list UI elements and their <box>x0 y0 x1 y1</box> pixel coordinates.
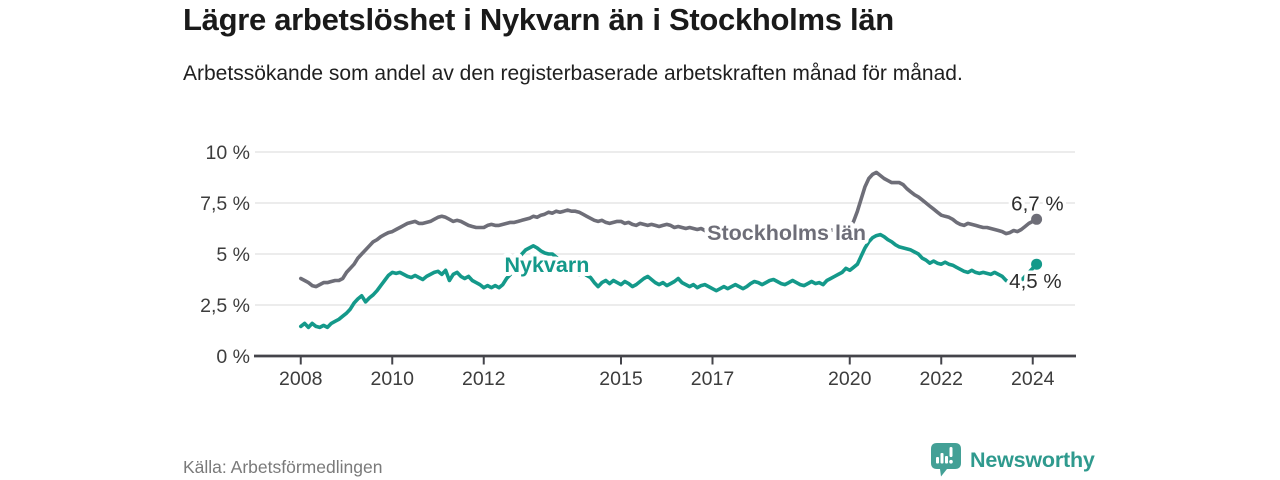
series-line-stockholms-lan <box>298 170 1039 289</box>
y-axis-labels: 0 % 2,5 % 5 % 7,5 % 10 % <box>200 142 250 368</box>
page-title: Lägre arbetslöshet i Nykvarn än i Stockh… <box>183 2 894 37</box>
x-axis-ticks <box>299 356 1034 365</box>
series-lines <box>298 170 1039 330</box>
x-axis-tick-label: 2012 <box>462 368 505 390</box>
end-dot-stockholms-lan <box>1031 213 1043 225</box>
series-inline-labels: Stockholms län Nykvarn <box>500 217 870 281</box>
newsworthy-logo[interactable]: Newsworthy <box>931 443 1095 477</box>
newsworthy-wordmark: Newsworthy <box>970 447 1095 472</box>
x-axis-tick-label: 2017 <box>691 368 734 390</box>
chart-subtitle: Arbetssökande som andel av den registerb… <box>183 62 963 85</box>
x-axis-tick-label: 2024 <box>1011 368 1055 390</box>
y-axis-tick-label: 2,5 % <box>200 295 250 317</box>
x-axis-tick-label: 2022 <box>920 368 963 390</box>
y-axis-tick-label: 10 % <box>206 142 250 164</box>
x-axis-tick-label: 2010 <box>371 368 415 390</box>
series-line-nykvarn <box>298 232 1039 330</box>
x-axis-tick-label: 2008 <box>279 368 322 390</box>
series-label-nykvarn: Nykvarn <box>504 253 589 277</box>
x-axis-tick-label: 2020 <box>828 368 872 390</box>
x-axis-tick-label: 2015 <box>599 368 643 390</box>
end-value-label-nykvarn: 4,5 % <box>1009 270 1061 293</box>
end-value-label-stockholms-lan: 6,7 % <box>1011 192 1063 215</box>
y-axis-tick-label: 5 % <box>216 244 250 266</box>
gridlines <box>255 151 1075 306</box>
newsworthy-bubble-chart-icon <box>931 443 961 477</box>
source-text: Källa: Arbetsförmedlingen <box>183 457 383 477</box>
series-label-stockholms-lan: Stockholms län <box>707 221 866 245</box>
y-axis-tick-label: 0 % <box>216 346 250 368</box>
x-axis-labels: 2008 2010 2012 2015 2017 2020 2022 2024 <box>279 368 1055 390</box>
end-dot-nykvarn <box>1031 258 1043 270</box>
y-axis-tick-label: 7,5 % <box>200 193 250 215</box>
end-value-annotations: 6,7 % 4,5 % <box>1006 189 1067 297</box>
